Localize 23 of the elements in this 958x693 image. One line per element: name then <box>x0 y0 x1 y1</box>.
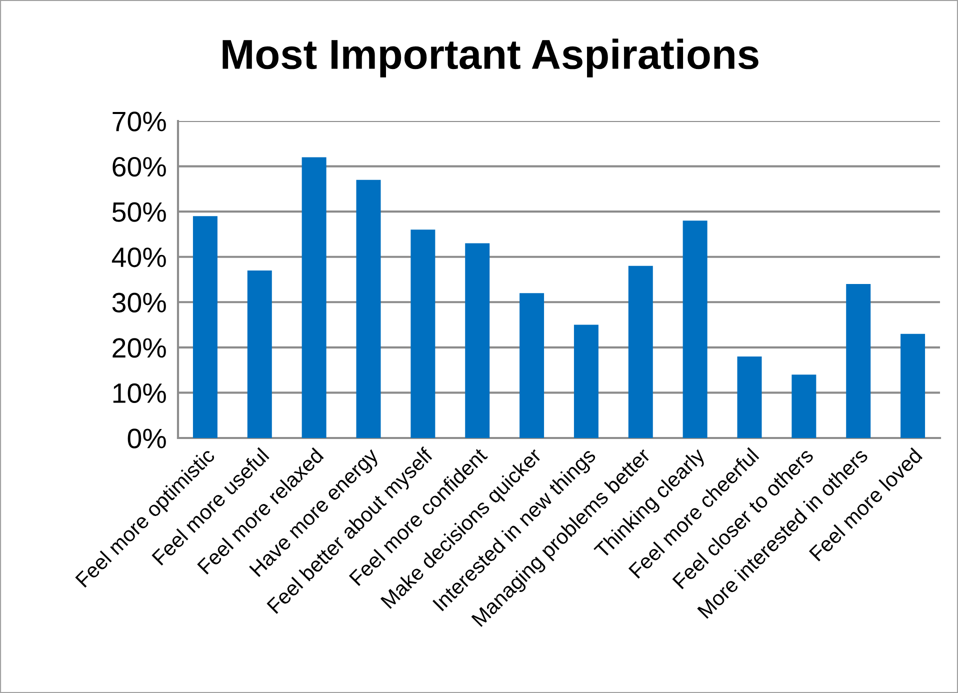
bar <box>356 180 381 438</box>
bar <box>737 356 762 438</box>
y-tick-label: 50% <box>112 202 166 222</box>
chart-title: Most Important Aspirations <box>222 38 758 78</box>
bar <box>900 334 926 438</box>
y-tick-label: 40% <box>112 248 166 268</box>
y-tick-label: 30% <box>112 292 166 312</box>
bar <box>192 216 218 438</box>
y-tick-label: 70% <box>112 112 166 132</box>
bar <box>247 270 272 438</box>
bar <box>628 266 653 438</box>
bar <box>302 157 326 438</box>
y-tick-label: 10% <box>113 383 166 404</box>
bar <box>792 374 816 438</box>
y-tick-label: 60% <box>112 156 166 177</box>
bar <box>682 220 708 438</box>
bar <box>520 293 544 438</box>
y-tick-label: 0% <box>128 428 166 448</box>
bar <box>846 284 871 438</box>
bar <box>410 230 436 438</box>
bar <box>465 243 490 438</box>
bar <box>574 324 598 438</box>
y-tick-label: 20% <box>112 338 166 358</box>
